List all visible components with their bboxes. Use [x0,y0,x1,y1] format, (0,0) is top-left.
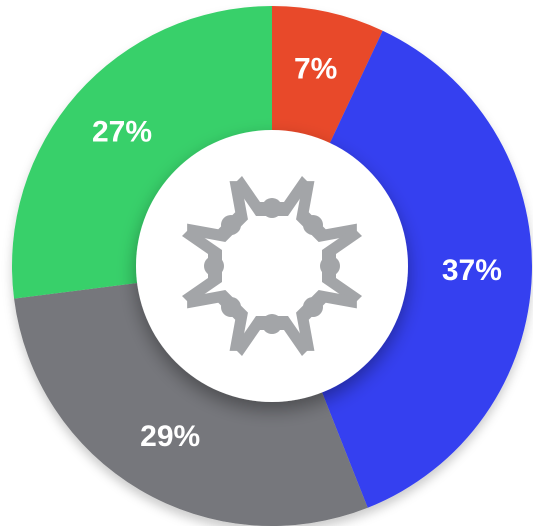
person-figure [320,228,362,304]
donut-slice [320,30,532,508]
person-figure [182,228,224,304]
person-figure [234,176,310,218]
person-arms [234,316,310,356]
donut-slice [272,6,383,147]
labels: 7% 37% 29% 27% [92,53,502,453]
value-label: 29% [140,420,200,453]
person-figure [296,290,357,351]
person-figure [234,314,310,356]
person-figure [187,290,248,351]
person-arms [296,290,357,351]
logo-icon [182,176,362,356]
ring [11,6,532,526]
person-arms [187,290,248,351]
person-arms [234,176,310,216]
value-label: 27% [92,116,152,149]
donut-slice [11,6,272,299]
person-arms [187,181,248,242]
person-figure [187,181,248,242]
value-label: 7% [294,53,337,86]
center-hole [136,130,408,402]
person-arms [296,181,357,242]
donut-slice [14,282,368,526]
value-label: 37% [442,254,502,287]
person-arms [322,228,362,304]
person-arms [182,228,222,304]
person-figure [296,181,357,242]
